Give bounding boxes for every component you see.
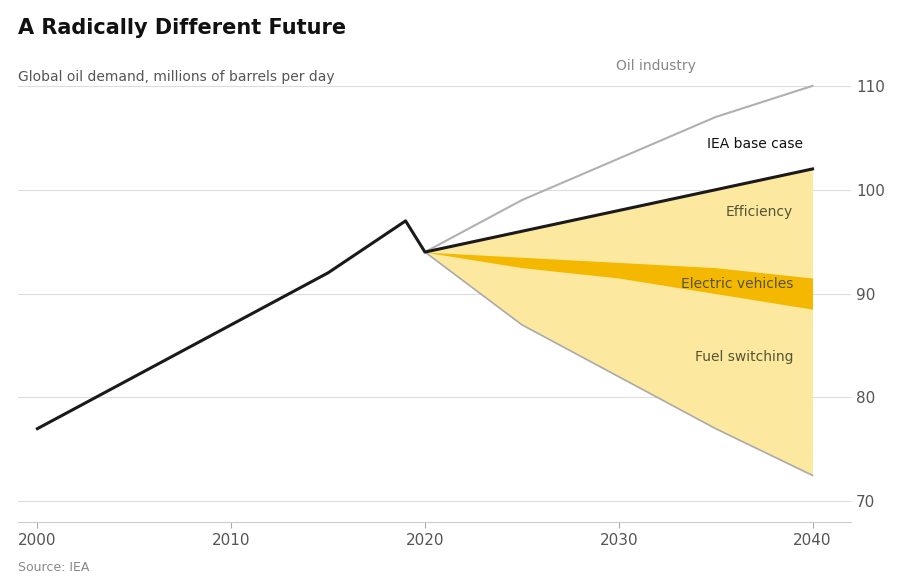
Text: Global oil demand, millions of barrels per day: Global oil demand, millions of barrels p… [18,70,335,84]
Text: Oil industry: Oil industry [616,59,697,73]
Text: A Radically Different Future: A Radically Different Future [18,18,346,38]
Text: Efficiency: Efficiency [726,205,793,219]
Text: Electric vehicles: Electric vehicles [680,277,793,291]
Text: Fuel switching: Fuel switching [695,350,793,364]
Text: Source: IEA: Source: IEA [18,561,89,574]
Text: IEA base case: IEA base case [706,137,803,151]
